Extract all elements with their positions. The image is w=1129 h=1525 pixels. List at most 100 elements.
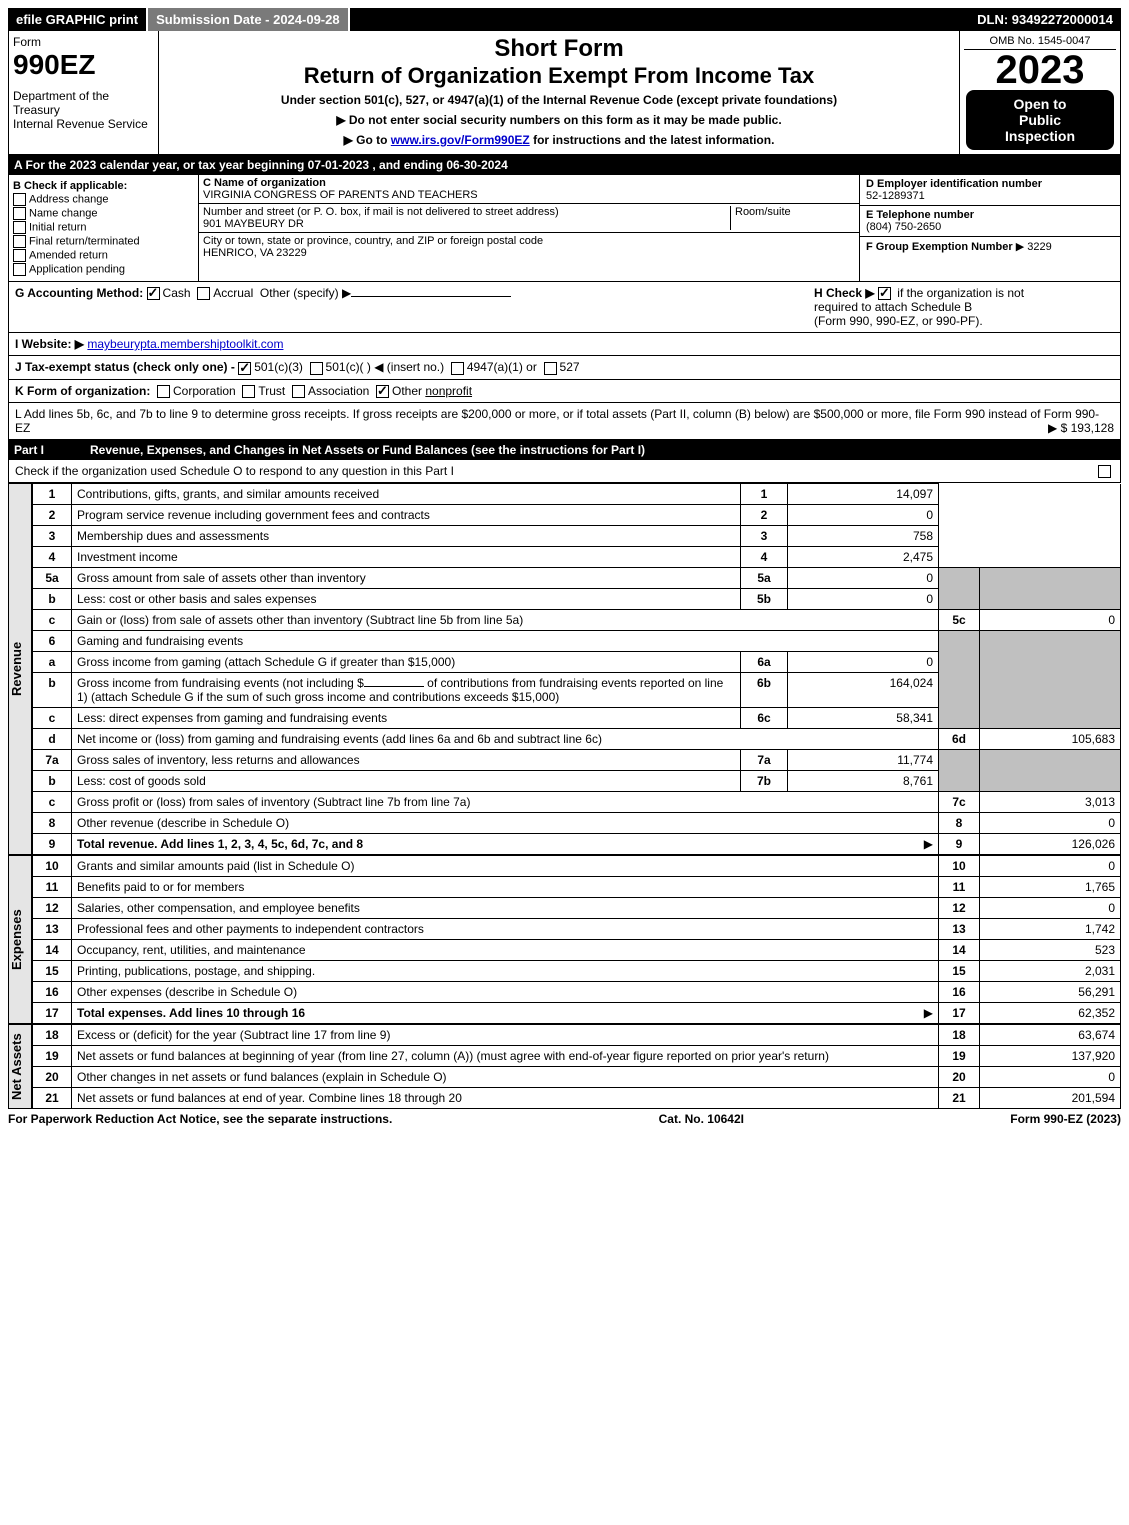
j-label: J Tax-exempt status (check only one) -: [15, 360, 235, 374]
top-bar: efile GRAPHIC print Submission Date - 20…: [8, 8, 1121, 31]
dln: DLN: 93492272000014: [969, 8, 1121, 31]
part1-schedule-o-checkbox[interactable]: [1098, 465, 1111, 478]
badge-line3: Inspection: [970, 128, 1110, 144]
h-checkbox[interactable]: [878, 287, 891, 300]
revenue-section: Revenue 1Contributions, gifts, grants, a…: [8, 483, 1121, 855]
line-1: 1Contributions, gifts, grants, and simil…: [33, 484, 1121, 505]
part1-check-text: Check if the organization used Schedule …: [15, 464, 454, 478]
street-value: 901 MAYBEURY DR: [203, 218, 304, 230]
note-ssn: ▶ Do not enter social security numbers o…: [163, 113, 955, 127]
line-11: 11Benefits paid to or for members111,765: [33, 877, 1121, 898]
g-label: G Accounting Method:: [15, 286, 143, 300]
g-accrual-checkbox[interactable]: [197, 287, 210, 300]
e-label: E Telephone number: [866, 209, 974, 221]
irs-link[interactable]: www.irs.gov/Form990EZ: [391, 133, 530, 147]
d-label: D Employer identification number: [866, 178, 1042, 190]
line-18: 18Excess or (deficit) for the year (Subt…: [33, 1025, 1121, 1046]
j-opt2: 501(c)( ) ◀ (insert no.): [326, 360, 445, 374]
meta-j: J Tax-exempt status (check only one) - 5…: [8, 356, 1121, 379]
b-item-amended[interactable]: Amended return: [13, 249, 194, 262]
line-2: 2Program service revenue including gover…: [33, 505, 1121, 526]
revenue-table: 1Contributions, gifts, grants, and simil…: [32, 483, 1121, 855]
badge-line1: Open to: [970, 96, 1110, 112]
footer-left: For Paperwork Reduction Act Notice, see …: [8, 1112, 392, 1126]
title-return: Return of Organization Exempt From Incom…: [163, 63, 955, 89]
line-8: 8Other revenue (describe in Schedule O)8…: [33, 813, 1121, 834]
h-text2: required to attach Schedule B: [814, 300, 972, 314]
j-opt4: 527: [560, 360, 580, 374]
b-label: B Check if applicable:: [13, 180, 194, 192]
street-label: Number and street (or P. O. box, if mail…: [203, 206, 559, 218]
part1-title: Revenue, Expenses, and Changes in Net As…: [90, 443, 645, 457]
open-to-public-badge: Open to Public Inspection: [966, 90, 1114, 150]
note-goto: ▶ Go to www.irs.gov/Form990EZ for instru…: [163, 133, 955, 147]
city-label: City or town, state or province, country…: [203, 235, 543, 247]
net-assets-side-label: Net Assets: [8, 1024, 32, 1109]
efile-print[interactable]: efile GRAPHIC print: [8, 8, 146, 31]
form-header: Form 990EZ Department of the Treasury In…: [8, 31, 1121, 155]
info-table: B Check if applicable: Address change Na…: [8, 175, 1121, 282]
website-link[interactable]: maybeurypta.membershiptoolkit.com: [87, 337, 283, 351]
line-4: 4Investment income42,475: [33, 547, 1121, 568]
section-c: C Name of organization VIRGINIA CONGRESS…: [199, 175, 860, 281]
j-4947-checkbox[interactable]: [451, 362, 464, 375]
line-21: 21Net assets or fund balances at end of …: [33, 1088, 1121, 1109]
j-opt1: 501(c)(3): [254, 360, 303, 374]
h-text1: if the organization is not: [897, 286, 1024, 300]
l-text: L Add lines 5b, 6c, and 7b to line 9 to …: [15, 407, 1099, 435]
g-cash-label: Cash: [163, 286, 191, 300]
tax-year: 2023: [964, 50, 1116, 90]
f-label: F Group Exemption Number: [866, 241, 1013, 253]
header-center: Short Form Return of Organization Exempt…: [159, 31, 960, 154]
g-other-label: Other (specify) ▶: [260, 286, 351, 300]
net-assets-table: 18Excess or (deficit) for the year (Subt…: [32, 1024, 1121, 1109]
h-text3: (Form 990, 990-EZ, or 990-PF).: [814, 314, 983, 328]
meta-k: K Form of organization: Corporation Trus…: [8, 380, 1121, 403]
g-accrual-label: Accrual: [213, 286, 253, 300]
line-15: 15Printing, publications, postage, and s…: [33, 961, 1121, 982]
line-14: 14Occupancy, rent, utilities, and mainte…: [33, 940, 1121, 961]
k-corp-checkbox[interactable]: [157, 385, 170, 398]
k-opt3: Association: [308, 384, 369, 398]
b-item-address[interactable]: Address change: [13, 193, 194, 206]
j-501c-checkbox[interactable]: [310, 362, 323, 375]
line-16: 16Other expenses (describe in Schedule O…: [33, 982, 1121, 1003]
part1-check-line: Check if the organization used Schedule …: [8, 460, 1121, 483]
k-assoc-checkbox[interactable]: [292, 385, 305, 398]
line-6: 6Gaming and fundraising events: [33, 631, 1121, 652]
submission-date: Submission Date - 2024-09-28: [146, 8, 350, 31]
k-label: K Form of organization:: [15, 384, 150, 398]
b-item-initial[interactable]: Initial return: [13, 221, 194, 234]
footer-center: Cat. No. 10642I: [659, 1112, 744, 1126]
revenue-side-label: Revenue: [8, 483, 32, 855]
line-7c: cGross profit or (loss) from sales of in…: [33, 792, 1121, 813]
j-opt3: 4947(a)(1) or: [467, 360, 537, 374]
b-item-name[interactable]: Name change: [13, 207, 194, 220]
h-label: H Check ▶: [814, 286, 875, 300]
group-exemption-value: ▶ 3229: [1016, 241, 1052, 253]
form-label: Form: [13, 35, 154, 49]
b-item-final[interactable]: Final return/terminated: [13, 235, 194, 248]
badge-line2: Public: [970, 112, 1110, 128]
title-short-form: Short Form: [163, 35, 955, 63]
k-other-value: nonprofit: [425, 384, 472, 398]
b-item-pending[interactable]: Application pending: [13, 263, 194, 276]
note-goto-prefix: ▶ Go to: [344, 133, 391, 147]
j-527-checkbox[interactable]: [544, 362, 557, 375]
j-501c3-checkbox[interactable]: [238, 362, 251, 375]
section-a-calendar-year: A For the 2023 calendar year, or tax yea…: [8, 155, 1121, 175]
expenses-section: Expenses 10Grants and similar amounts pa…: [8, 855, 1121, 1024]
meta-l: L Add lines 5b, 6c, and 7b to line 9 to …: [8, 403, 1121, 440]
section-d-e-f: D Employer identification number 52-1289…: [860, 175, 1120, 281]
line-9: 9Total revenue. Add lines 1, 2, 3, 4, 5c…: [33, 834, 1121, 855]
k-other-checkbox[interactable]: [376, 385, 389, 398]
g-cash-checkbox[interactable]: [147, 287, 160, 300]
ein-value: 52-1289371: [866, 190, 925, 202]
header-right: OMB No. 1545-0047 2023 Open to Public In…: [960, 31, 1120, 154]
city-value: HENRICO, VA 23229: [203, 247, 307, 259]
dept-label: Department of the Treasury Internal Reve…: [13, 89, 154, 131]
k-trust-checkbox[interactable]: [242, 385, 255, 398]
k-opt2: Trust: [258, 384, 285, 398]
header-left: Form 990EZ Department of the Treasury In…: [9, 31, 159, 154]
k-opt4: Other: [392, 384, 422, 398]
